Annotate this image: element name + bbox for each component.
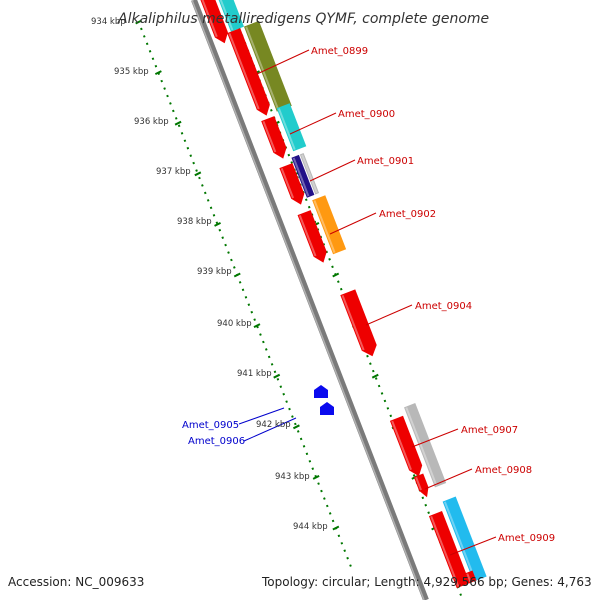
gene-labels: Amet_0899 Amet_0900 Amet_0901 Amet_0902 … [182, 46, 555, 544]
tick-guide-lines [140, 19, 463, 599]
tick-label: 944 kbp [293, 522, 328, 532]
gene-forward-highlight [341, 295, 365, 351]
tick-label: 938 kbp [177, 217, 212, 227]
inner-major-tick [292, 424, 300, 430]
gene-label-reverse[interactable]: Amet_0906 [188, 436, 245, 447]
label-leader-line [449, 536, 497, 556]
accession-text: Accession: NC_009633 [8, 575, 144, 589]
genome-backbone [191, 0, 429, 600]
label-leader-line [411, 428, 459, 448]
gene-reverse[interactable] [314, 385, 328, 398]
tick-label: 942 kbp [256, 420, 291, 430]
gene-reverse[interactable] [320, 402, 334, 415]
gene-label-forward[interactable]: Amet_0900 [338, 109, 395, 120]
gene-forward-highlight [301, 154, 318, 194]
gene-label-forward[interactable]: Amet_0907 [461, 425, 518, 436]
label-leader-lines [238, 49, 497, 556]
tick-label: 939 kbp [197, 267, 232, 277]
gene-forward-highlight [443, 501, 477, 581]
gene-forward[interactable] [312, 195, 347, 255]
tick-label: 943 kbp [275, 472, 310, 482]
gene-forward[interactable] [243, 20, 292, 112]
gene-label-forward[interactable]: Amet_0902 [379, 209, 436, 220]
tick-label: 935 kbp [114, 67, 149, 77]
genome-title: Alkaliphilus metalliredigens QYMF, compl… [117, 11, 489, 27]
inner-tick-line [140, 27, 354, 573]
gene-forward-highlight [201, 0, 218, 38]
label-leader-line [329, 212, 377, 235]
inner-major-tick [273, 373, 281, 379]
gene-forward[interactable] [297, 210, 327, 263]
gene-forward-highlight [228, 32, 260, 110]
gene-forward[interactable] [215, 0, 244, 32]
inner-major-tick [154, 70, 162, 75]
inner-major-tick [194, 171, 202, 177]
topology-text: Topology: circular; Length: 4,929,566 bp… [261, 575, 592, 589]
gene-forward[interactable] [465, 570, 477, 584]
gene-forward-highlight [430, 515, 460, 587]
gene-label-forward[interactable]: Amet_0908 [475, 465, 532, 476]
gene-forward-highlight [466, 573, 472, 583]
gene-forward[interactable] [299, 153, 320, 195]
label-leader-line [238, 407, 285, 425]
tick-label: 940 kbp [217, 319, 252, 329]
outer-major-tick [371, 373, 379, 379]
label-leader-line [289, 112, 337, 135]
gene-forward[interactable] [442, 496, 487, 582]
label-leader-line [309, 159, 356, 182]
gene-label-forward[interactable]: Amet_0904 [415, 301, 472, 312]
gene-forward[interactable] [389, 415, 423, 477]
gene-forward-highlight [262, 120, 277, 153]
gene-forward-highlight [219, 0, 234, 31]
tick-label: 934 kbp [91, 17, 126, 27]
gene-forward[interactable] [340, 289, 377, 357]
label-leader-line [365, 304, 413, 326]
gene-forward[interactable] [428, 511, 470, 589]
gene-forward[interactable] [227, 28, 270, 116]
gene-forward-highlight [405, 407, 438, 487]
gene-forward[interactable] [291, 154, 315, 198]
inner-major-tick [174, 120, 182, 126]
gene-label-forward[interactable]: Amet_0909 [498, 533, 555, 544]
gene-forward-highlight [277, 108, 296, 151]
gene-forward-highlight [298, 214, 317, 257]
gene-features [200, 0, 487, 589]
gene-forward[interactable] [404, 403, 447, 488]
tick-labels: 934 kbp 935 kbp 936 kbp 937 kbp 938 kbp … [91, 17, 328, 532]
label-leader-line [256, 49, 310, 75]
gene-forward-highlight [245, 26, 280, 111]
inner-major-tick [214, 222, 221, 227]
gene-forward-highlight [292, 157, 310, 197]
gene-forward-highlight [391, 420, 412, 471]
outer-major-tick [332, 272, 340, 278]
label-leader-line [424, 468, 473, 490]
inner-major-tick [312, 475, 320, 480]
gene-forward-highlight [313, 200, 336, 254]
tick-label: 937 kbp [156, 167, 191, 177]
inner-major-tick [233, 272, 241, 278]
label-leader-line [243, 417, 297, 442]
gene-label-forward[interactable]: Amet_0899 [311, 46, 368, 57]
gene-forward[interactable] [279, 163, 305, 205]
tick-label: 936 kbp [134, 117, 169, 127]
gene-forward-highlight [415, 476, 422, 491]
gene-label-forward[interactable]: Amet_0901 [357, 156, 414, 167]
inner-major-tick [135, 19, 143, 25]
gene-forward[interactable] [200, 0, 228, 44]
gene-label-reverse[interactable]: Amet_0905 [182, 420, 239, 431]
gene-forward[interactable] [413, 473, 429, 498]
tick-label: 941 kbp [237, 369, 272, 379]
gene-forward[interactable] [261, 116, 287, 159]
gene-forward-highlight [280, 167, 295, 199]
gene-forward[interactable] [276, 103, 307, 152]
inner-major-tick [253, 323, 261, 328]
inner-major-tick [332, 525, 340, 531]
